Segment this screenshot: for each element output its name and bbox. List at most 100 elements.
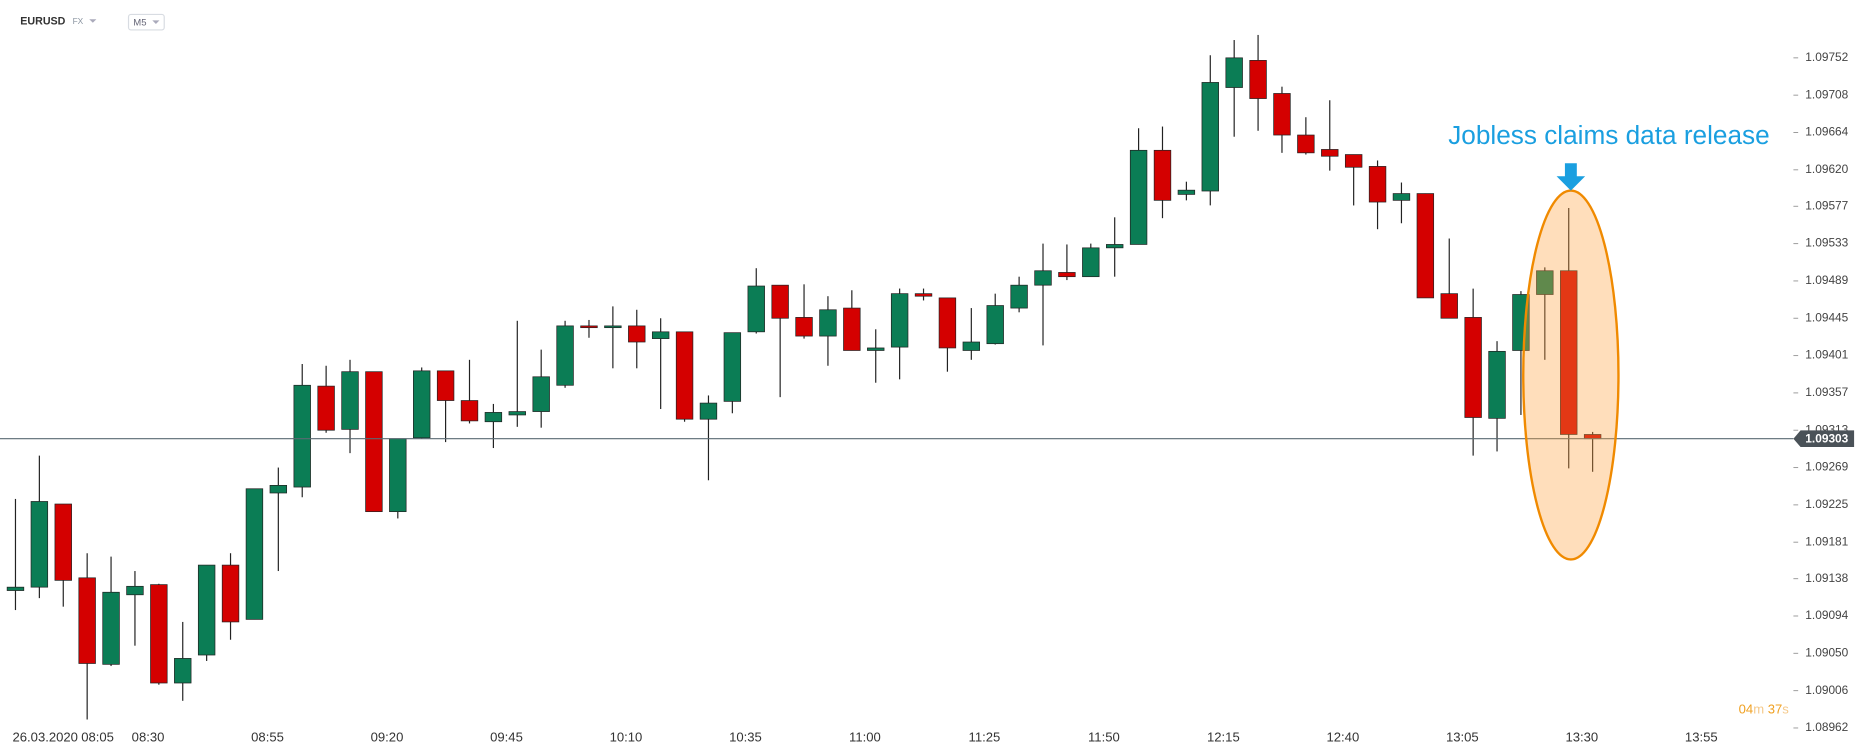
candle-body	[1464, 317, 1482, 418]
candle-body	[484, 412, 503, 423]
y-tick-label: 1.09445	[1805, 310, 1848, 324]
interval-caret	[152, 20, 160, 24]
countdown-seconds-unit: s	[1782, 702, 1789, 717]
candle-body	[1392, 193, 1411, 201]
candle-body	[1034, 270, 1052, 286]
y-tick-label: 1.09489	[1805, 273, 1848, 287]
x-tick-label: 13:05	[1446, 729, 1479, 744]
candle-body	[174, 658, 192, 684]
x-tick-label: 11:00	[849, 729, 881, 744]
annotation: Jobless claims data release	[1448, 120, 1770, 150]
candle-body	[1297, 134, 1315, 154]
y-tick-label: 1.09533	[1805, 236, 1848, 250]
candle-body	[1082, 247, 1100, 278]
countdown: 04m 37s	[1739, 702, 1790, 717]
y-tick-label: 1.09620	[1805, 162, 1848, 176]
candle-body	[1129, 149, 1148, 245]
candle-body	[6, 586, 25, 591]
candle-body	[1106, 244, 1124, 249]
current-price-label: 1.09303	[1805, 431, 1848, 445]
x-tick-label: 12:40	[1326, 729, 1359, 744]
current-price-box	[1793, 430, 1855, 448]
x-tick-label: 11:25	[969, 729, 1001, 744]
candle-body	[986, 305, 1004, 345]
countdown-seconds: 37	[1768, 702, 1783, 717]
x-tick-label: 13:30	[1565, 729, 1598, 744]
candle-body	[532, 376, 550, 412]
y-tick-label: 1.09225	[1805, 497, 1848, 511]
candle-body	[54, 503, 72, 581]
interval-box[interactable]	[127, 13, 165, 31]
x-tick-label: 10:35	[729, 729, 762, 744]
y-tick-label: 1.09181	[1805, 534, 1848, 548]
candle-body	[747, 285, 765, 333]
candle-body	[771, 284, 789, 319]
candle-body	[1153, 149, 1172, 201]
x-tick-label: 08:05	[81, 729, 114, 744]
candle-body	[245, 488, 264, 620]
y-tick-label: 1.09006	[1805, 683, 1848, 697]
candle-body	[675, 331, 694, 420]
candle-body	[126, 585, 144, 596]
candle-body	[1249, 60, 1267, 99]
candle-body	[819, 309, 837, 337]
y-tick-label: 1.09577	[1805, 198, 1848, 212]
candle-body	[341, 371, 359, 430]
y-tick-label: 1.09752	[1805, 50, 1848, 64]
candle-body	[389, 438, 407, 513]
candle-body	[221, 564, 240, 623]
x-tick-label: 09:20	[371, 729, 404, 744]
x-tick-label: 11:50	[1088, 729, 1120, 744]
x-tick-label: 12:15	[1207, 729, 1240, 744]
candle-body	[269, 485, 288, 494]
candle-body	[843, 307, 861, 351]
candle-body	[1321, 149, 1339, 157]
market-caret[interactable]	[89, 19, 97, 23]
candle-body	[628, 325, 646, 343]
candle-body	[365, 371, 383, 513]
countdown-minutes-unit: m	[1753, 702, 1764, 717]
y-tick-label: 1.09357	[1805, 385, 1848, 399]
highlight-ellipse	[1522, 189, 1620, 561]
date-label: 26.03.2020	[12, 729, 77, 744]
y-tick-label: 1.09269	[1805, 460, 1848, 474]
x-tick-label: 08:55	[251, 729, 284, 744]
plot: 1.09752 1.09708 1.09664 1.09620 1.09577 1.095…	[0, 34, 1855, 744]
y-tick-label: 1.09138	[1805, 571, 1848, 585]
candle-body	[78, 577, 96, 664]
candle-body	[914, 293, 933, 297]
candle-body	[1440, 293, 1458, 319]
candle-body	[962, 341, 981, 351]
candle-body	[1058, 272, 1076, 278]
candle-body	[30, 501, 49, 588]
y-tick-label: 1.09050	[1805, 645, 1848, 659]
countdown-minutes: 04	[1739, 702, 1754, 717]
candle-body	[1344, 154, 1363, 168]
candle-body	[1201, 82, 1219, 192]
candle-body	[604, 325, 622, 329]
candle-body	[508, 411, 526, 416]
candle-body	[556, 325, 574, 386]
candle-body	[1560, 270, 1578, 435]
candle-body	[1368, 166, 1387, 203]
candle-body	[1010, 284, 1028, 309]
y-tick-label: 1.09708	[1805, 87, 1848, 101]
x-tick-label: 09:45	[490, 729, 523, 744]
candle-body	[1488, 350, 1506, 419]
candle-body	[413, 370, 431, 439]
candle-body	[1416, 193, 1435, 299]
y-tick-label: 1.09664	[1805, 125, 1848, 139]
candle-body	[460, 400, 479, 422]
symbol[interactable]: EURUSD	[20, 15, 65, 27]
candle-body	[1177, 189, 1196, 195]
interval[interactable]: M5	[133, 17, 146, 28]
candle-body	[890, 293, 909, 348]
candle-body	[1536, 270, 1554, 295]
x-tick-label: 13:55	[1685, 729, 1718, 744]
y-tick-label: 1.09094	[1805, 608, 1848, 622]
candle-body	[723, 332, 742, 402]
candle-body	[1225, 57, 1243, 88]
